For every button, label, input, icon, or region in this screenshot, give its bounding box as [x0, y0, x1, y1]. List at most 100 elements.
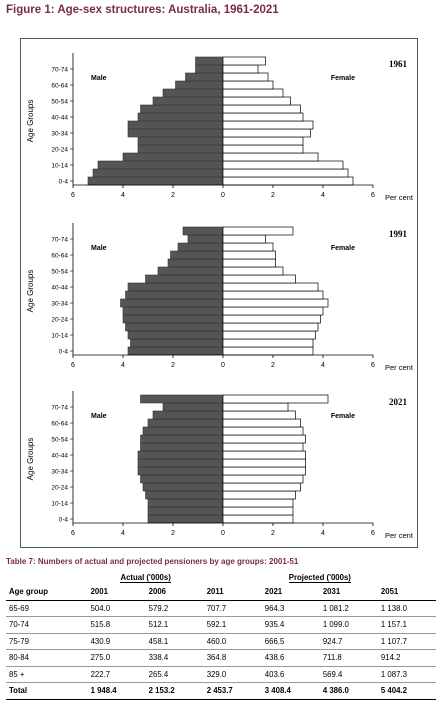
- table-cell: 364.8: [203, 649, 262, 667]
- female-bar: [222, 226, 294, 236]
- female-bar: [222, 418, 301, 428]
- column-header: 2051: [377, 584, 436, 601]
- male-bar: [137, 144, 224, 154]
- male-bar: [145, 490, 224, 500]
- x-tick-label: 6: [71, 192, 75, 199]
- table-cell: 579.2: [145, 600, 204, 617]
- female-bar: [222, 88, 284, 98]
- male-bar: [125, 290, 224, 300]
- y-tick-label: 30-34: [51, 301, 68, 308]
- female-bar: [222, 458, 306, 468]
- female-bar: [222, 306, 324, 316]
- male-bar: [152, 96, 224, 106]
- table-cell: 1 138.0: [377, 600, 436, 617]
- year-title: 1991: [389, 229, 408, 239]
- female-bar: [222, 290, 324, 300]
- column-header: 2031: [319, 584, 378, 601]
- female-bar: [222, 152, 319, 162]
- table-cell: 512.1: [145, 616, 204, 634]
- female-bar: [222, 282, 319, 292]
- table-column-header: Age group 2001 2006 2011 2021 2031 2051: [6, 584, 436, 601]
- table-cell: 1 099.0: [319, 616, 378, 634]
- year-title: 2021: [389, 397, 408, 407]
- male-bar: [137, 112, 224, 122]
- y-tick-label: 70-74: [51, 67, 68, 74]
- table-cell: 914.2: [377, 649, 436, 667]
- table-total-row: Total 1 948.4 2 153.2 2 453.7 3 408.4 4 386.0…: [6, 682, 436, 700]
- female-bar: [222, 104, 301, 114]
- male-bar: [137, 450, 224, 460]
- figure-panel: 6 4 2 0 2 4 6 0-4 10-14 20-24 30-34 40-44 50-54 60-64…: [20, 38, 418, 548]
- y-tick-label: 0-4: [59, 179, 69, 186]
- table-cell: Total: [6, 682, 88, 700]
- female-bar: [222, 80, 274, 90]
- female-bar: [222, 112, 304, 122]
- table-cell: 222.7: [87, 666, 146, 683]
- female-bar: [222, 322, 319, 332]
- male-bar: [122, 314, 224, 324]
- y-tick-label: 60-64: [51, 83, 68, 90]
- year-title: 1961: [389, 59, 408, 69]
- male-bar: [92, 168, 224, 178]
- x-tick-label: 2: [271, 192, 275, 199]
- male-bar: [162, 402, 224, 412]
- female-bar: [222, 298, 329, 308]
- female-label: Female: [331, 413, 355, 420]
- male-bar: [145, 274, 224, 284]
- table-cell: 1 157.1: [377, 616, 436, 634]
- male-bar: [147, 506, 224, 516]
- x-tick-label: 4: [121, 362, 125, 369]
- table-cell: 935.4: [261, 616, 320, 634]
- x-tick-label: 2: [171, 192, 175, 199]
- table-cell: 329.0: [203, 666, 262, 683]
- female-bar: [222, 506, 294, 516]
- female-bar: [222, 346, 314, 356]
- group-actual-header: Actual ('000s): [120, 572, 171, 583]
- male-bar: [167, 258, 224, 268]
- pyramid-chart-1961: 6 4 2 0 2 4 60-410-1420-2430-3440-4450-5460-64…: [26, 53, 414, 202]
- male-bar: [195, 56, 224, 66]
- pyramid-chart-2021: 6 4 2 0 2 4 60-410-1420-2430-3440-4450-5460-64…: [26, 391, 414, 540]
- x-tick-label: 2: [271, 530, 275, 537]
- column-header: 2021: [261, 584, 320, 601]
- female-bar: [222, 314, 321, 324]
- y-tick-label: 30-34: [51, 469, 68, 476]
- table-cell: 1 081.2: [319, 600, 378, 617]
- x-tick-label: 4: [121, 530, 125, 537]
- male-bar: [140, 104, 224, 114]
- male-label: Male: [91, 75, 107, 82]
- female-bar: [222, 490, 296, 500]
- table-cell: 80-84: [6, 649, 88, 667]
- table-cell: 3 408.4: [261, 682, 320, 700]
- female-bar: [222, 402, 289, 412]
- x-tick-label: 6: [371, 192, 375, 199]
- table-cell: 707.7: [203, 600, 262, 617]
- y-axis-label: Age Groups: [26, 270, 35, 313]
- table-cell: 338.4: [145, 649, 204, 667]
- female-bar: [222, 498, 294, 508]
- male-bar: [127, 282, 224, 292]
- male-bar: [125, 322, 224, 332]
- y-tick-label: 10-14: [51, 501, 68, 508]
- male-bar: [87, 176, 224, 186]
- table-cell: 438.6: [261, 649, 320, 667]
- table-cell: 592.1: [203, 616, 262, 634]
- table-row: 75-79 430.9 458.1 460.0 666.5 924.7 1 107.7: [6, 633, 436, 650]
- male-bar: [182, 226, 224, 236]
- table-cell: 460.0: [203, 633, 262, 650]
- group-projected-header: Projected ('000s): [288, 572, 351, 583]
- y-tick-label: 40-44: [51, 285, 68, 292]
- male-bar: [195, 64, 224, 74]
- pensioners-table: Actual ('000s) Projected ('000s) Age gro…: [6, 570, 436, 700]
- column-header: 2006: [145, 584, 204, 601]
- x-tick-label: 6: [371, 362, 375, 369]
- male-bar: [122, 306, 224, 316]
- y-tick-label: 20-24: [51, 147, 68, 154]
- male-label: Male: [91, 413, 107, 420]
- table-title: Table 7: Numbers of actual and projected…: [6, 557, 299, 566]
- table-cell: 924.7: [319, 633, 378, 650]
- x-tick-label: 2: [271, 362, 275, 369]
- x-tick-label: 0: [221, 530, 225, 537]
- male-bar: [137, 136, 224, 146]
- y-tick-label: 70-74: [51, 237, 68, 244]
